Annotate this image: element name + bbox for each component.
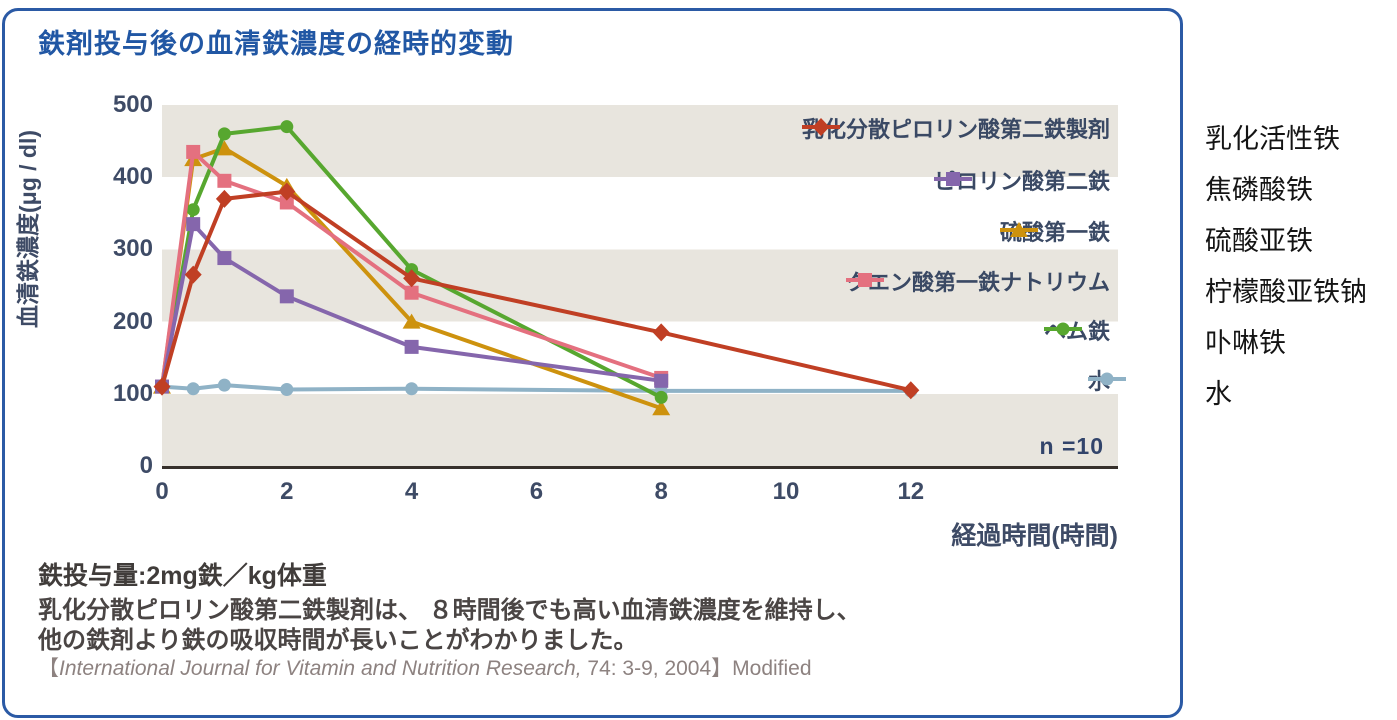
sample-size-annotation: n =10 (1039, 433, 1104, 459)
data-point-marker (902, 381, 920, 400)
data-point-marker (280, 382, 294, 396)
legend-item: ピロリン酸第二鉄 (933, 166, 1110, 194)
data-point-marker (654, 390, 668, 404)
translation-label: 柠檬酸亚铁钠 (1205, 277, 1367, 307)
chart-canvas (153, 120, 920, 416)
series-line-5 (160, 383, 913, 393)
data-point-marker (184, 265, 202, 284)
legend-item: クエン酸第一鉄ナトリウム (845, 267, 1110, 295)
data-point-marker (186, 144, 201, 159)
y-tick-label: 0 (139, 452, 153, 479)
legend-label: 乳化分散ピロリン酸第二鉄製剤 (801, 117, 1110, 142)
translation-label: 卟啉铁 (1205, 328, 1286, 358)
legend-label: クエン酸第一鉄ナトリウム (845, 270, 1110, 295)
x-tick-label: 8 (654, 478, 668, 505)
data-point-marker (654, 373, 669, 388)
translation-label: 硫酸亚铁 (1205, 226, 1313, 256)
legend-marker-icon (845, 273, 884, 287)
y-tick-label: 200 (112, 307, 153, 335)
data-point-marker (652, 400, 671, 416)
data-point-marker (217, 251, 232, 266)
data-point-marker (153, 377, 171, 396)
legend-item: 硫酸第一鉄 (999, 217, 1110, 245)
data-point-marker (280, 120, 294, 134)
x-tick-label: 12 (897, 478, 925, 505)
series-line-3 (160, 149, 664, 389)
data-point-marker (279, 195, 294, 210)
data-point-marker (186, 203, 200, 217)
x-tick-label: 6 (529, 478, 544, 505)
dose-note: 鉄投与量:2mg鉄／kg体重 (38, 562, 327, 590)
data-point-marker (405, 382, 419, 396)
data-point-marker (217, 378, 231, 392)
data-point-marker (278, 182, 296, 201)
data-point-marker (217, 127, 231, 141)
legend-marker-icon (933, 172, 972, 186)
data-point-marker (215, 140, 234, 156)
data-point-marker (402, 313, 421, 329)
series-line-4 (160, 124, 664, 400)
data-point-marker (652, 323, 670, 342)
y-axis-label: 血清鉄濃度(μg / dl) (15, 129, 41, 329)
data-point-marker (404, 285, 419, 300)
translation-label: 水 (1205, 379, 1232, 409)
y-tick-label: 500 (112, 91, 153, 118)
data-point-marker (279, 289, 294, 304)
x-tick-label: 2 (280, 478, 294, 505)
x-tick-label: 10 (772, 478, 800, 505)
finding-text-line2: 他の鉄剤より鉄の吸収時間が長いことがわかりました。 (38, 627, 638, 654)
legend-item: 水 (1087, 366, 1126, 394)
y-tick-label: 400 (112, 163, 153, 191)
translation-label: 焦磷酸铁 (1205, 175, 1313, 205)
x-tick-label: 4 (404, 478, 419, 505)
legend-item: 乳化分散ピロリン酸第二鉄製剤 (801, 114, 1110, 142)
finding-text-line1: 乳化分散ピロリン酸第二鉄製剤は、 ８時間後でも高い血清鉄濃度を維持し、 (38, 597, 861, 624)
y-tick-label: 300 (112, 235, 153, 263)
data-point-marker (215, 189, 233, 208)
data-point-marker (186, 217, 201, 232)
data-point-marker (403, 269, 421, 288)
series-line-1 (160, 222, 664, 389)
data-point-marker (186, 382, 200, 396)
x-axis-label: 経過時間(時間) (951, 522, 1118, 550)
legend-item: ヘム鉄 (1043, 316, 1110, 344)
translation-label: 乳化活性铁 (1205, 124, 1340, 154)
citation-journal: International Journal for Vitamin and Nu… (59, 657, 582, 680)
legend-marker-icon (1087, 372, 1126, 386)
legend-label: ヘム鉄 (1043, 319, 1110, 344)
legend-marker-icon (999, 222, 1038, 237)
data-point-marker (404, 339, 419, 354)
legend-marker-icon (801, 118, 840, 136)
citation: 【International Journal for Vitamin and N… (38, 652, 812, 682)
citation-suffix: 74: 3-9, 2004】Modified (581, 657, 812, 680)
chart-title: 鉄剤投与後の血清鉄濃度の経時的変動 (38, 29, 514, 59)
y-tick-label: 100 (112, 379, 153, 407)
legend-marker-icon (1043, 322, 1082, 336)
data-point-marker (217, 173, 232, 188)
citation-bracket-open: 【 (38, 657, 59, 680)
x-tick-label: 0 (155, 478, 169, 505)
plot-area: 乳化分散ピロリン酸第二鉄製剤ピロリン酸第二鉄硫酸第一鉄クエン酸第一鉄ナトリウムヘ… (153, 105, 1126, 469)
legend-label: ピロリン酸第二鉄 (933, 169, 1110, 194)
